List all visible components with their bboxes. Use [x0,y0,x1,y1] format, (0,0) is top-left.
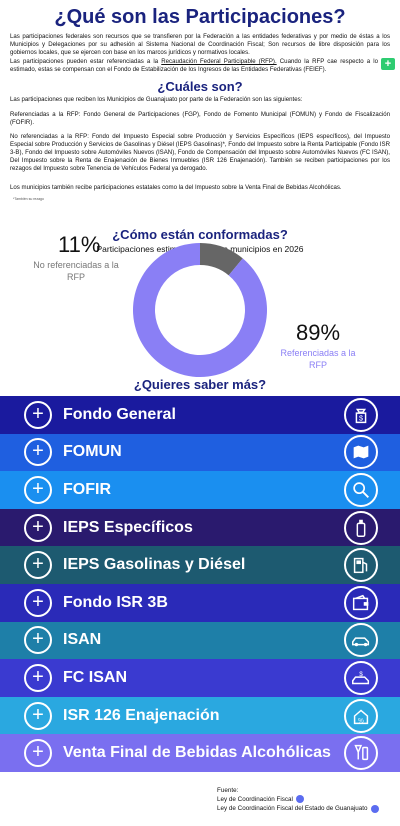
participacion-item[interactable]: + IEPS Específicos [0,508,400,547]
expand-plus-icon[interactable]: + [24,739,52,768]
rfp-link[interactable]: Recaudación Federal Participable (RFP). [161,58,277,65]
expand-plus-icon[interactable]: + [24,551,52,580]
fuente-label: Fuente: [217,787,239,794]
page-title: ¿Qué son las Participaciones? [54,6,346,28]
wallet-icon [344,585,378,620]
pct-referenciadas: 89% [296,320,341,345]
rfp-paragraph-end: Cuando la RFP cae respecto a lo estimado… [10,58,379,74]
fuente-ley-1-text: Ley de Coordinación Fiscal [217,796,293,804]
footnote: *También su rezago [13,197,44,201]
svg-text:$: $ [359,413,363,422]
expand-plus-icon[interactable]: + [24,701,52,730]
fuente-block: Fuente: Ley de Coordinación Fiscal Ley d… [217,786,379,813]
participacion-item[interactable]: + Fondo ISR 3B [0,583,400,622]
map-icon [344,435,378,470]
link-icon[interactable] [295,795,304,804]
participaciones-list: + Fondo General $ + FOMUN + FOFIR + IEPS Específ… [0,396,400,772]
participacion-item[interactable]: + ISR 126 Enajenación% [0,696,400,735]
participacion-label: ISR 126 Enajenación [63,706,220,724]
cuales-intro: Las participaciones que reciben los Muni… [10,96,303,103]
svg-text:$: $ [359,671,363,678]
expand-plus-icon[interactable]: + [24,438,52,467]
donut-chart [132,243,267,377]
label-referenciadas: Referenciadas a la RFP [280,348,356,370]
participacion-label: Fondo ISR 3B [63,593,168,611]
fuente-ley-1: Ley de Coordinación Fiscal [217,795,379,804]
pct-no-referenciadas: 11% [58,232,101,257]
expand-plus-icon[interactable]: + [24,400,52,429]
participacion-item[interactable]: + Fondo General $ [0,396,400,434]
referenciadas-text: Referenciadas a la RFP: Fondo General de… [10,111,390,127]
link-icon[interactable] [370,804,379,813]
expand-plus-icon[interactable]: + [24,513,52,542]
expand-plus-icon[interactable]: + [24,626,52,655]
label-no-referenciadas: No referenciadas a la RFP [33,260,119,282]
rfp-paragraph-start: Las participaciones pueden estar referen… [10,58,162,65]
participacion-label: ISAN [63,631,102,649]
rfp-paragraph: Las participaciones pueden estar referen… [10,58,378,74]
participacion-label: IEPS Específicos [63,518,193,536]
magnifier-icon [344,472,378,507]
bottle-icon [344,510,378,545]
participacion-label: FC ISAN [63,668,127,686]
no-referenciadas-text: No referenciadas a la RFP: Fondo del Imp… [10,133,390,173]
participacion-label: Venta Final de Bebidas Alcohólicas [63,744,331,762]
participacion-item[interactable]: + IEPS Gasolinas y Diésel [0,546,400,584]
participacion-item[interactable]: + FOFIR [0,471,400,509]
car-money-icon: $ [344,660,378,695]
participacion-item[interactable]: + Venta Final de Bebidas Alcohólicas [0,734,400,772]
expand-plus-icon[interactable]: + [24,588,52,617]
donut-slice [200,243,243,276]
participacion-label: Fondo General [63,405,176,423]
expand-plus-icon[interactable]: + [24,663,52,692]
conformadas-heading: ¿Cómo están conformadas? [112,227,288,242]
intro-paragraph: Las participaciones federales son recurs… [10,33,390,57]
fuel-pump-icon [344,548,378,583]
participacion-label: FOFIR [63,480,111,498]
house-percent-icon: % [344,698,378,733]
drinks-icon [344,736,378,771]
svg-text:%: % [358,717,364,724]
participacion-label: IEPS Gasolinas y Diésel [63,556,246,574]
estatales-text: Los municipios también recibe participac… [10,184,342,191]
rfp-expand-button[interactable]: + [381,58,395,70]
money-bag-icon: $ [344,397,378,432]
fuente-ley-2: Ley de Coordinación Fiscal del Estado de… [217,804,379,813]
fuente-ley-2-text: Ley de Coordinación Fiscal del Estado de… [217,805,368,813]
quieres-heading: ¿Quieres saber más? [133,377,267,392]
cuales-heading: ¿Cuáles son? [157,79,243,94]
participacion-label: FOMUN [63,443,122,461]
participacion-item[interactable]: + ISAN [0,621,400,660]
car-icon [344,623,378,658]
donut-slice [132,243,267,377]
expand-plus-icon[interactable]: + [24,475,52,504]
participacion-item[interactable]: + FOMUN [0,433,400,472]
participacion-item[interactable]: + FC ISAN $ [0,659,400,697]
